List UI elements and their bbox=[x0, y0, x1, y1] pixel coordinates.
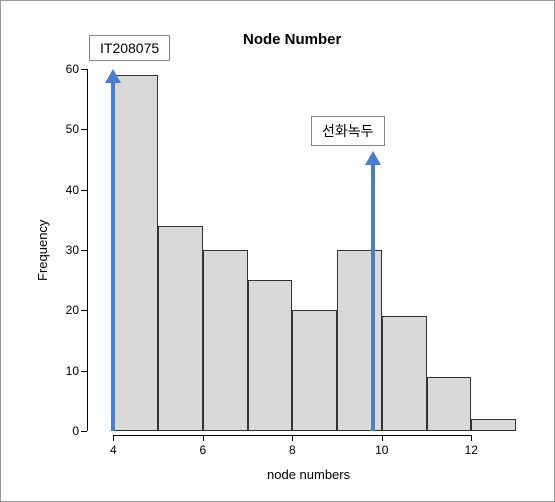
histogram-bar bbox=[203, 250, 248, 431]
chart-title: Node Number bbox=[243, 31, 341, 48]
chart-container: Node Number node numbers Frequency 4 6 8 10… bbox=[1, 1, 554, 501]
y-tick-label: 10 bbox=[61, 364, 79, 378]
histogram-bar bbox=[158, 226, 203, 431]
annotation-arrow bbox=[371, 161, 375, 431]
y-tick-label: 30 bbox=[61, 243, 79, 257]
x-tick-label: 12 bbox=[465, 443, 478, 457]
x-tick bbox=[292, 435, 293, 441]
y-axis-line bbox=[87, 69, 88, 431]
y-tick bbox=[81, 129, 87, 130]
y-tick bbox=[81, 431, 87, 432]
x-tick-label: 6 bbox=[199, 443, 206, 457]
histogram-bar bbox=[337, 250, 382, 431]
annotation-label: 선화녹두 bbox=[311, 116, 385, 146]
y-tick bbox=[81, 250, 87, 251]
histogram-bar bbox=[248, 280, 293, 431]
y-axis-label: Frequency bbox=[35, 220, 50, 281]
plot-area bbox=[91, 69, 516, 431]
x-tick-label: 10 bbox=[375, 443, 388, 457]
x-axis-label: node numbers bbox=[267, 467, 350, 482]
chart-frame: Node Number node numbers Frequency 4 6 8 10… bbox=[0, 0, 555, 502]
annotation-label: IT208075 bbox=[89, 35, 170, 61]
y-tick bbox=[81, 371, 87, 372]
histogram-bar bbox=[113, 75, 158, 431]
annotation-arrow-head bbox=[365, 151, 381, 165]
y-tick bbox=[81, 69, 87, 70]
histogram-bar bbox=[471, 419, 516, 431]
y-tick bbox=[81, 310, 87, 311]
x-tick bbox=[471, 435, 472, 441]
y-tick bbox=[81, 190, 87, 191]
y-tick-label: 0 bbox=[61, 424, 79, 438]
y-tick-label: 20 bbox=[61, 303, 79, 317]
y-tick-label: 50 bbox=[61, 122, 79, 136]
histogram-bar bbox=[292, 310, 337, 431]
histogram-bar bbox=[382, 316, 427, 431]
y-tick-label: 60 bbox=[61, 62, 79, 76]
x-tick bbox=[203, 435, 204, 441]
histogram-bar bbox=[427, 377, 472, 431]
x-tick bbox=[113, 435, 114, 441]
x-tick-label: 4 bbox=[110, 443, 117, 457]
x-tick-label: 8 bbox=[289, 443, 296, 457]
annotation-arrow-head bbox=[105, 69, 121, 83]
y-tick-label: 40 bbox=[61, 183, 79, 197]
annotation-arrow bbox=[111, 79, 115, 431]
x-tick bbox=[382, 435, 383, 441]
